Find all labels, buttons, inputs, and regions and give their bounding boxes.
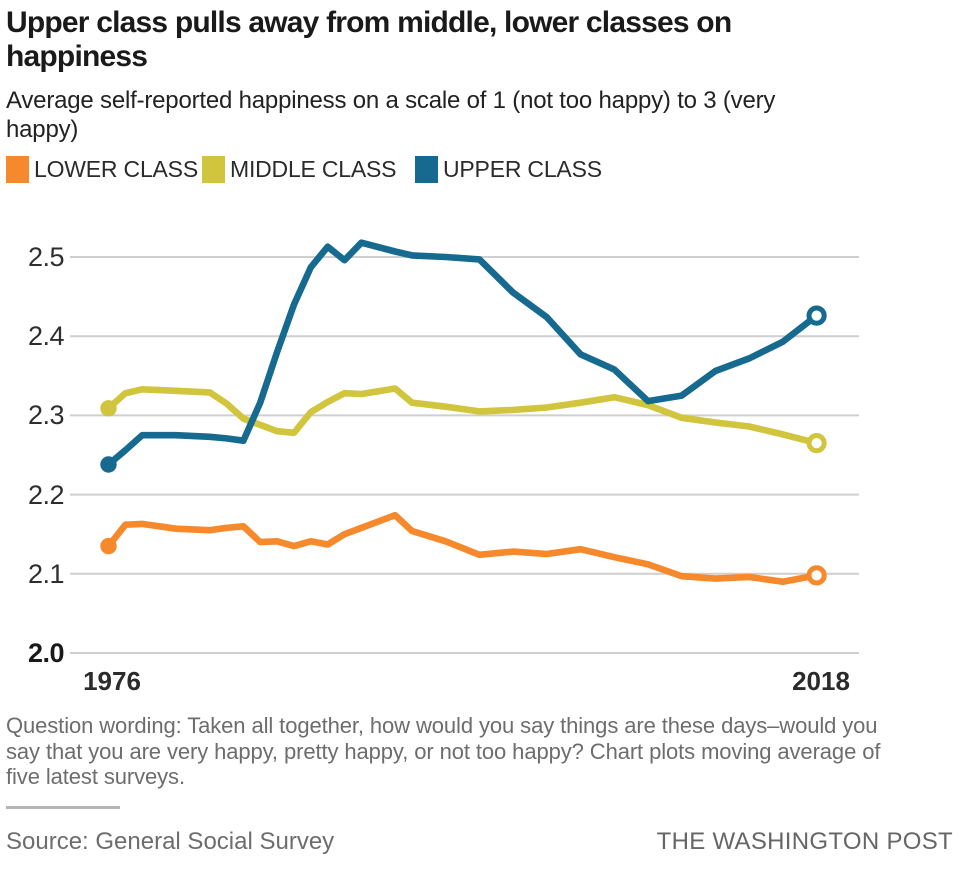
note-line-2: say that you are very happy, pretty happ…	[6, 738, 881, 764]
y-axis-tick-2-2: 2.2	[27, 480, 65, 510]
legend-item-upper-class: UPPER CLASS	[415, 155, 602, 183]
publisher-credit: THE WASHINGTON POST	[656, 828, 953, 855]
title-line-1: Upper class pulls away from middle, lowe…	[6, 6, 732, 39]
subtitle-line-2: happy)	[6, 116, 79, 143]
start-dot-lower-class	[100, 537, 117, 555]
legend-item-middle-class: MIDDLE CLASS	[202, 155, 397, 183]
legend-swatch-middle-class	[202, 155, 225, 183]
footer-divider	[6, 806, 120, 809]
start-dot-middle-class	[100, 400, 117, 417]
legend-swatch-upper-class	[415, 155, 438, 183]
legend-item-lower-class: LOWER CLASS	[6, 155, 198, 183]
x-axis-label-start: 1976	[83, 666, 141, 696]
y-axis-tick-2-4: 2.4	[27, 321, 65, 351]
legend-label-upper-class: UPPER CLASS	[443, 155, 602, 182]
y-axis-tick-2-3: 2.3	[27, 400, 65, 430]
end-circle-lower-class	[806, 565, 827, 586]
legend-label-middle-class: MIDDLE CLASS	[230, 155, 397, 182]
happiness-line-chart	[70, 239, 859, 654]
note-line-3: five latest surveys.	[6, 764, 185, 789]
title-line-2: happiness	[6, 40, 148, 73]
end-circle-middle-class	[806, 433, 827, 454]
x-axis-label-end: 2018	[792, 666, 850, 696]
y-axis-tick-2-5: 2.5	[27, 242, 65, 272]
question-wording-note: Question wording: Taken all together, ho…	[6, 713, 951, 790]
note-line-1: Question wording: Taken all together, ho…	[6, 713, 878, 738]
legend-label-lower-class: LOWER CLASS	[34, 155, 198, 182]
chart-subtitle: Average self-reported happiness on a sca…	[6, 86, 916, 144]
line-middle-class	[105, 385, 820, 447]
page-title: Upper class pulls away from middle, lowe…	[6, 6, 906, 74]
y-axis-tick-2-1: 2.1	[27, 559, 65, 589]
legend-swatch-lower-class	[6, 155, 29, 183]
subtitle-line-1: Average self-reported happiness on a sca…	[6, 87, 776, 114]
source-text: Source: General Social Survey	[6, 828, 335, 855]
end-circle-upper-class	[806, 305, 827, 326]
line-upper-class	[105, 239, 820, 468]
start-dot-upper-class	[100, 456, 117, 473]
line-lower-class	[105, 511, 820, 586]
y-axis-tick-2-0: 2.0	[27, 638, 65, 668]
